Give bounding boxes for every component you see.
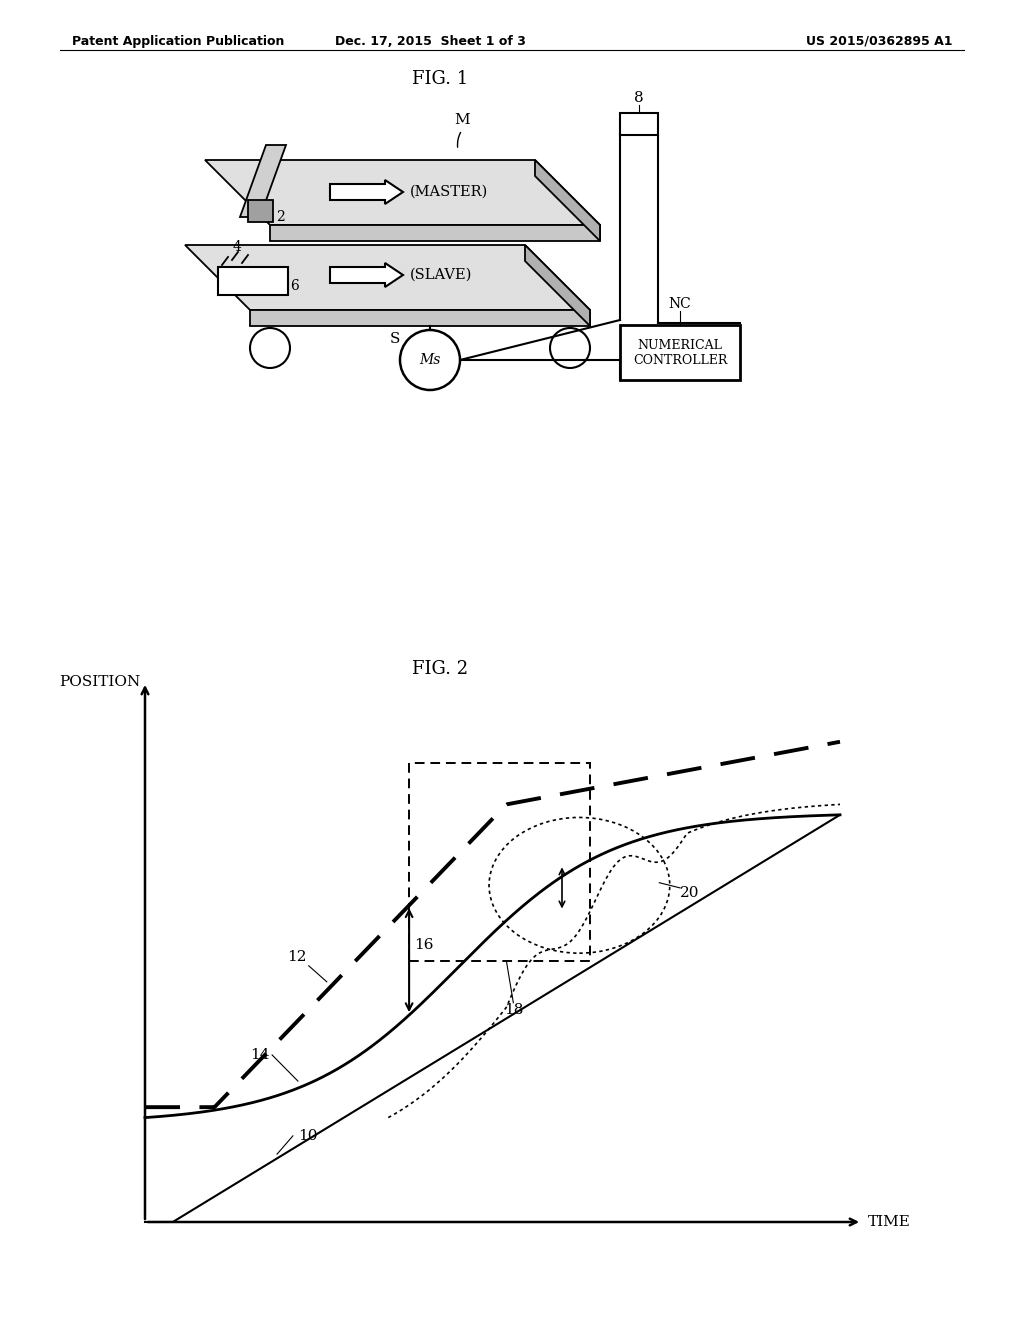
FancyArrow shape (330, 263, 403, 286)
Bar (218, 267, 288, 294)
Text: POSITION: POSITION (58, 675, 140, 689)
Text: (SLAVE): (SLAVE) (410, 268, 472, 282)
Polygon shape (250, 310, 590, 326)
Text: Patent Application Publication: Patent Application Publication (72, 36, 285, 48)
Text: 14: 14 (251, 1048, 270, 1063)
Text: 6: 6 (290, 279, 299, 293)
Text: FIG. 1: FIG. 1 (412, 70, 468, 88)
Bar (620, 325, 740, 380)
Text: S: S (390, 333, 400, 346)
Text: (MASTER): (MASTER) (410, 185, 488, 199)
Polygon shape (270, 224, 600, 242)
Text: M: M (455, 114, 470, 127)
Text: FIG. 2: FIG. 2 (412, 660, 468, 678)
Text: 20: 20 (680, 886, 699, 900)
Polygon shape (185, 246, 590, 310)
Circle shape (400, 330, 460, 389)
Polygon shape (525, 246, 590, 326)
Text: 8: 8 (634, 91, 644, 106)
Text: Ms: Ms (419, 352, 440, 367)
Polygon shape (205, 160, 600, 224)
Text: 16: 16 (414, 939, 433, 952)
Bar (248, 201, 273, 222)
Text: 2: 2 (276, 210, 285, 224)
Bar (620, 114, 658, 135)
Text: 4: 4 (233, 240, 242, 253)
FancyArrow shape (330, 180, 403, 205)
Text: TIME: TIME (868, 1214, 911, 1229)
Text: US 2015/0362895 A1: US 2015/0362895 A1 (806, 36, 952, 48)
Text: 18: 18 (504, 1003, 523, 1016)
Text: 12: 12 (288, 950, 307, 964)
Circle shape (550, 327, 590, 368)
Circle shape (250, 327, 290, 368)
Text: NC: NC (669, 297, 691, 312)
Text: NUMERICAL
CONTROLLER: NUMERICAL CONTROLLER (633, 339, 727, 367)
Text: 10: 10 (298, 1129, 317, 1143)
Text: Dec. 17, 2015  Sheet 1 of 3: Dec. 17, 2015 Sheet 1 of 3 (335, 36, 525, 48)
Polygon shape (535, 160, 600, 242)
Bar (410, 763, 590, 961)
Polygon shape (240, 145, 286, 216)
